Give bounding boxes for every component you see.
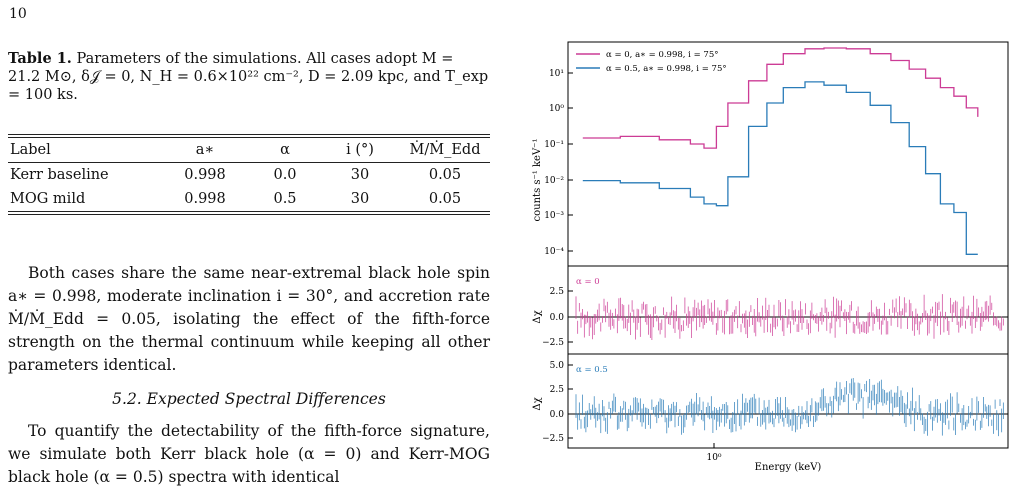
residual-alpha0-y-axis-label: Δχ (532, 310, 543, 323)
table-cell: 0.5 (273, 191, 297, 207)
y-tick-label: 10⁻¹ (544, 140, 564, 150)
y-tick-label: 10⁻³ (544, 211, 564, 221)
left-column: Table 1. Parameters of the simulations. … (8, 50, 490, 486)
table-header-cell: Label (10, 142, 51, 158)
legend-label-alpha05: α = 0.5, a∗ = 0.998, i = 75° (606, 64, 727, 74)
y-tick-label: 10⁻⁴ (544, 247, 564, 257)
residual-panel-alpha05-frame (567, 353, 1009, 449)
table-cell: Kerr baseline (10, 167, 109, 183)
y-tick-label: 2.5 (550, 385, 565, 395)
table-cell: 30 (350, 167, 370, 183)
legend-label-alpha0: α = 0, a∗ = 0.998, i = 75° (606, 50, 719, 60)
y-tick-label: 10¹ (549, 69, 564, 79)
table-cell: MOG mild (10, 191, 86, 207)
chart-legend: α = 0, a∗ = 0.998, i = 75° α = 0.5, a∗ =… (576, 50, 727, 74)
spectrum-panel-frame (567, 41, 1009, 267)
residual-alpha0-label: α = 0 (576, 277, 600, 287)
y-tick-label: 5.0 (550, 361, 565, 371)
residual-alpha05-y-ticks: 5.0 2.5 0.0 −2.5 (542, 361, 573, 444)
residual-alpha05-label: α = 0.5 (576, 365, 608, 375)
y-tick-label: 0.0 (550, 313, 565, 323)
y-tick-label: 2.5 (550, 287, 565, 297)
table-caption-label: Table 1. (8, 50, 72, 67)
table-caption: Table 1. Parameters of the simulations. … (8, 50, 490, 104)
table-cell: 0.05 (428, 167, 462, 183)
body-paragraph: To quantify the detectability of the fif… (8, 422, 490, 486)
page-number: 10 (9, 6, 27, 22)
table-caption-text: Parameters of the simulations. All cases… (8, 51, 489, 103)
spectrum-series-line (582, 47, 979, 149)
table-cell: 0.05 (428, 191, 462, 207)
table-cell: 30 (350, 191, 370, 207)
table-header-cell: α (280, 142, 290, 158)
table-row: MOG mild 0.998 0.5 30 0.05 (8, 187, 490, 211)
table-header-cell: a∗ (195, 142, 215, 158)
table-header-cell: Ṁ/Ṁ_Edd (409, 142, 481, 158)
table-cell: 0.998 (184, 191, 226, 207)
table-header-cell: i (°) (346, 142, 374, 158)
spectrum-series-line (582, 81, 978, 255)
residual-alpha0-points (575, 294, 1004, 340)
y-tick-label: 10⁻² (544, 176, 564, 186)
y-tick-label: 0.0 (550, 410, 565, 420)
x-axis-label: Energy (keV) (755, 462, 822, 473)
y-tick-label: −2.5 (542, 434, 564, 444)
body-paragraph: Both cases share the same near-extremal … (8, 264, 490, 374)
spectrum-figure: 10¹ 10⁰ 10⁻¹ 10⁻² 10⁻³ 10⁻⁴ counts s⁻¹ k… (500, 0, 1029, 500)
y-tick-label: 10⁰ (549, 104, 564, 114)
parameters-table: Label a∗ α i (°) Ṁ/Ṁ_Edd Kerr baseline 0… (8, 134, 490, 215)
table-cell: 0.0 (273, 167, 297, 183)
y-tick-label: −2.5 (542, 338, 564, 348)
table-row: Kerr baseline 0.998 0.0 30 0.05 (8, 163, 490, 187)
table-header-row: Label a∗ α i (°) Ṁ/Ṁ_Edd (8, 138, 490, 162)
residual-alpha05-points (575, 378, 1004, 437)
spectrum-figure-svg: 10¹ 10⁰ 10⁻¹ 10⁻² 10⁻³ 10⁻⁴ counts s⁻¹ k… (532, 41, 1009, 473)
residual-alpha05-y-axis-label: Δχ (532, 397, 543, 410)
table-cell: 0.998 (184, 167, 226, 183)
x-tick-label: 10⁰ (706, 453, 721, 463)
section-heading: 5.2. Expected Spectral Differences (8, 390, 490, 408)
spectrum-y-ticks: 10¹ 10⁰ 10⁻¹ 10⁻² 10⁻³ 10⁻⁴ (544, 69, 573, 257)
spectrum-series-group (582, 47, 979, 255)
section-heading-text: 5.2. Expected Spectral Differences (112, 390, 386, 408)
spectrum-y-axis-label: counts s⁻¹ keV⁻¹ (532, 139, 543, 222)
